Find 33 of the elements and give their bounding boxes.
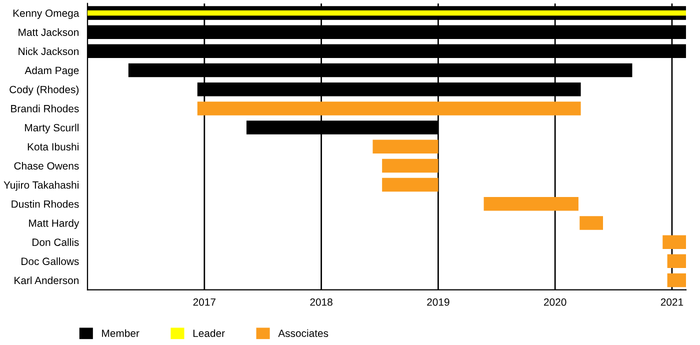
y-tick-label: Brandi Rhodes xyxy=(11,104,79,112)
bar xyxy=(484,197,578,211)
bar xyxy=(667,273,686,288)
y-tick-label: Kota Ibushi xyxy=(28,142,78,150)
y-tick-label: Don Callis xyxy=(32,238,79,246)
bar xyxy=(667,254,686,268)
y-tick-label: Doc Gallows xyxy=(22,257,79,266)
legend-label: Associates xyxy=(278,329,328,337)
x-tick-label: 2017 xyxy=(193,298,216,306)
bar xyxy=(662,235,686,249)
bar xyxy=(88,10,686,16)
legend-label: Member xyxy=(102,329,140,337)
y-tick-label: Yujiro Takahashi xyxy=(4,181,78,191)
bar xyxy=(372,140,438,154)
bar xyxy=(580,216,604,230)
y-tick-label: Adam Page xyxy=(24,66,79,76)
x-tick-label: 2020 xyxy=(544,298,566,306)
x-tick-label: 2019 xyxy=(427,298,450,306)
y-tick-label: Cody (Rhodes) xyxy=(10,86,79,96)
y-tick-label: Chase Owens xyxy=(14,162,79,170)
legend-label: Leader xyxy=(193,329,225,337)
bar xyxy=(382,178,438,192)
y-tick-label: Matt Jackson xyxy=(18,28,78,36)
bar xyxy=(197,102,581,116)
y-tick-label: Matt Hardy xyxy=(29,219,80,229)
x-tick-label: 2018 xyxy=(310,298,332,306)
y-tick-label: Dustin Rhodes xyxy=(12,200,79,208)
y-tick-label: Nick Jackson xyxy=(18,47,78,56)
y-tick-label: Kenny Omega xyxy=(13,9,80,19)
bar xyxy=(382,158,438,173)
y-tick-label: Marty Scurll xyxy=(25,124,78,134)
y-tick-label: Karl Anderson xyxy=(14,276,78,284)
x-tick-label: 2021 xyxy=(660,298,684,306)
